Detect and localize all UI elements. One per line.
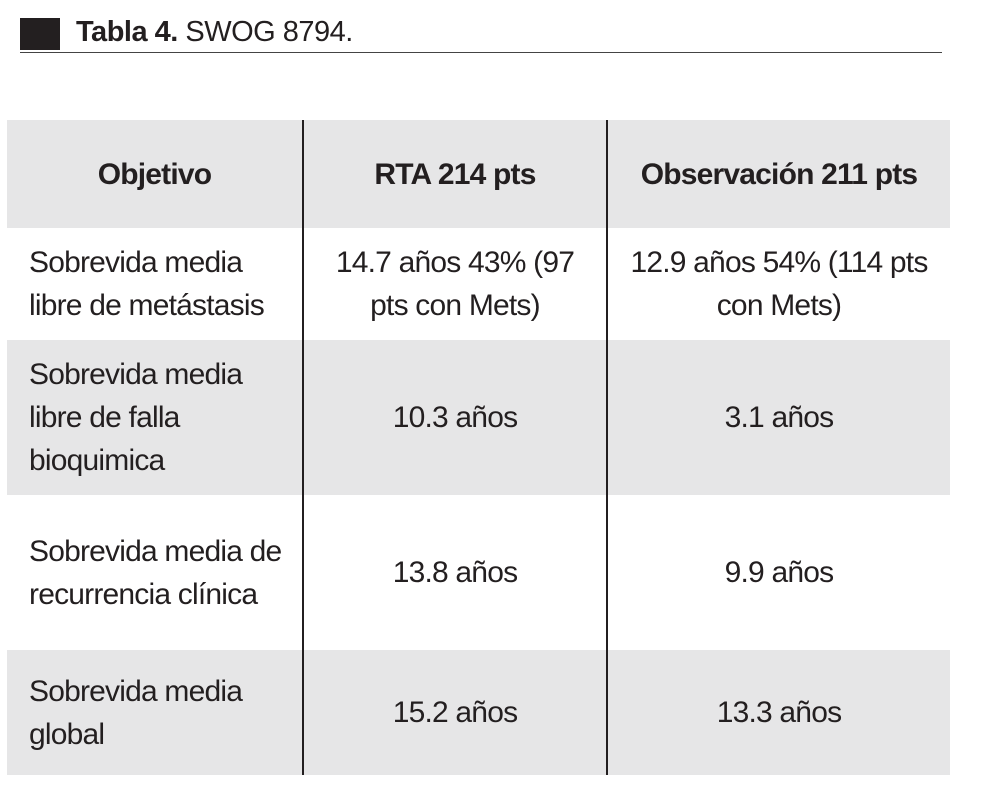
table-cell: 15.2 años <box>302 650 607 775</box>
title-text: SWOG 8794. <box>185 16 353 48</box>
table-row: Sobrevida media global 15.2 años 13.3 años <box>7 650 950 775</box>
table: Objetivo RTA 214 pts Observación 211 pts S… <box>7 120 950 775</box>
header-row: Objetivo RTA 214 pts Observación 211 pts <box>7 120 950 228</box>
table-cell: 10.3 años <box>302 340 607 495</box>
table-row: Sobrevida media libre de falla bioquimic… <box>7 340 950 495</box>
table-row: Sobrevida media de recurrencia clínica 13… <box>7 495 950 650</box>
table-cell: 12.9 años 54% (114 pts con Mets) <box>606 228 950 340</box>
header-cell: RTA 214 pts <box>302 120 607 228</box>
table-cell: Sobrevida media global <box>7 650 303 775</box>
table-cell: 14.7 años 43% (97 pts con Mets) <box>302 228 607 340</box>
title-bar: Tabla 4. SWOG 8794. <box>20 14 942 53</box>
header-cell: Objetivo <box>7 120 303 228</box>
table-cell: 3.1 años <box>606 340 950 495</box>
title-label: Tabla 4. <box>76 16 178 48</box>
table-cell: 13.8 años <box>302 495 607 650</box>
title-marker <box>20 18 60 50</box>
title: Tabla 4. SWOG 8794. <box>76 16 353 49</box>
table-cell: 9.9 años <box>606 495 950 650</box>
table-cell: 13.3 años <box>606 650 950 775</box>
table-body: Sobrevida media libre de metástasis 14.7 … <box>7 228 950 775</box>
table-cell: Sobrevida media libre de metástasis <box>29 246 265 322</box>
table-row: Sobrevida media libre de metástasis 14.7 … <box>7 228 950 340</box>
table-cell: Sobrevida media de recurrencia clínica <box>29 534 282 611</box>
header-cell: Observación 211 pts <box>606 120 950 228</box>
table-cell: Sobrevida media libre de falla bioquimic… <box>7 340 303 495</box>
